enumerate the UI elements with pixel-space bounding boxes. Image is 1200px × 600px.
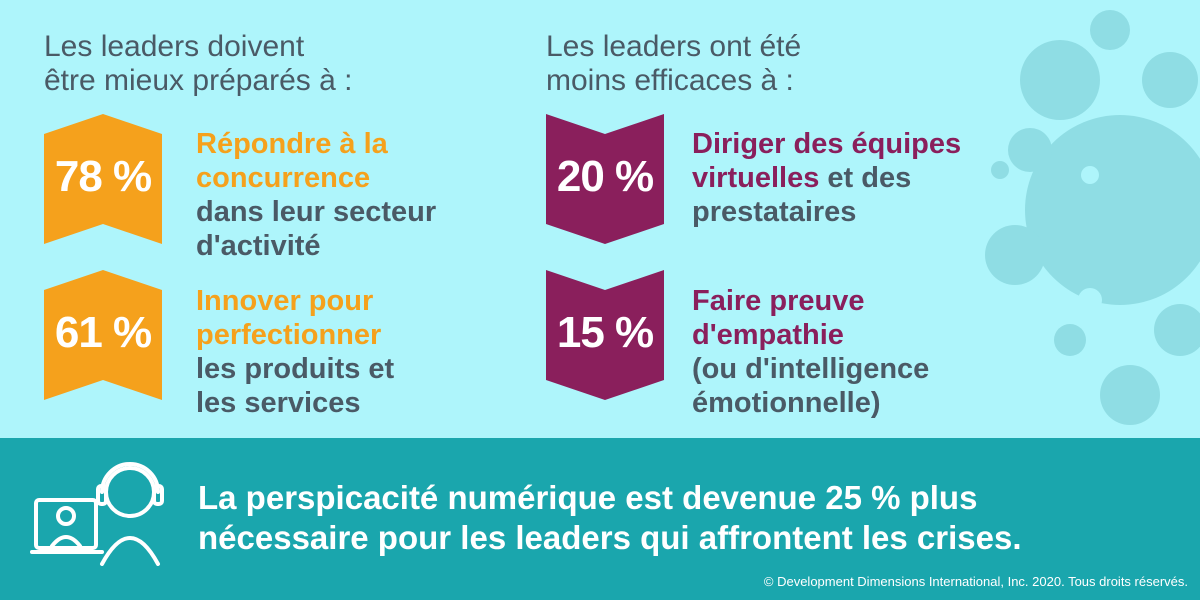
right-item-2-text: Faire preuve d'empathie (ou d'intelligen… xyxy=(692,284,929,420)
right-item-1-text: Diriger des équipes virtuelles et des pr… xyxy=(692,127,961,229)
video-call-headset-icon xyxy=(30,462,164,566)
stat-percent: 15 % xyxy=(556,308,654,357)
stat-percent: 78 % xyxy=(54,152,152,201)
stat-badge-78: 78 % xyxy=(44,114,162,244)
right-item-1-highlight: Diriger des équipes virtuelles xyxy=(692,128,962,194)
stat-badge-20: 20 % xyxy=(546,114,664,244)
left-column-heading: Les leaders doivent être mieux préparés … xyxy=(44,30,353,97)
footer-band: La perspicacité numérique est devenue 25… xyxy=(0,438,1200,600)
footer-statement: La perspicacité numérique est devenue 25… xyxy=(198,479,1022,556)
stat-badge-15: 15 % xyxy=(546,270,664,400)
right-item-2-highlight: Faire preuve d'empathie xyxy=(692,285,865,351)
stat-percent: 20 % xyxy=(556,152,654,201)
right-item-1-rest: et des prestataires xyxy=(692,162,912,228)
left-item-1-text: Répondre à la concurrence dans leur sect… xyxy=(196,127,436,263)
left-item-2-text: Innover pour perfectionner les produits … xyxy=(196,284,394,420)
left-item-2-highlight: Innover pour perfectionner xyxy=(196,285,382,351)
left-item-1-highlight: Répondre à la concurrence xyxy=(196,128,388,194)
right-item-2-rest: (ou d'intelligence émotionnelle) xyxy=(692,353,930,419)
stat-percent: 61 % xyxy=(54,308,152,357)
copyright-notice: © Development Dimensions International, … xyxy=(763,574,1188,589)
right-column-heading: Les leaders ont été moins efficaces à : xyxy=(546,30,802,97)
virus-splat-icon xyxy=(985,10,1200,425)
left-item-2-rest: les produits et les services xyxy=(196,353,395,419)
left-item-1-rest: dans leur secteur d'activité xyxy=(196,196,437,262)
stat-badge-61: 61 % xyxy=(44,270,162,400)
